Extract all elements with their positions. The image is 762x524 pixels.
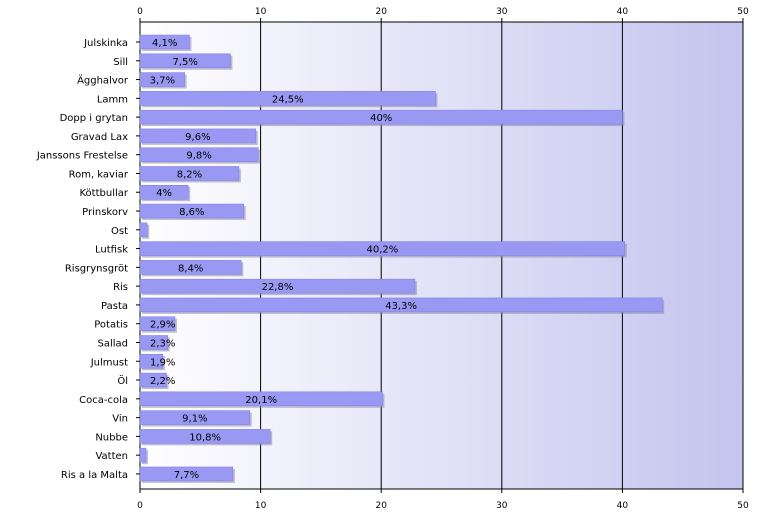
category-label: Dopp i grytan xyxy=(60,113,128,124)
data-label: 20,1% xyxy=(245,395,277,406)
data-label: 3,7% xyxy=(150,76,175,87)
category-label: Ris a la Malta xyxy=(61,470,128,481)
data-label: 4% xyxy=(156,188,172,199)
category-label: Lamm xyxy=(97,94,128,105)
category-label: Sill xyxy=(113,57,128,68)
category-label: Rom, kaviar xyxy=(69,169,129,180)
data-label: 2,2% xyxy=(150,376,175,387)
data-label: 8,4% xyxy=(178,263,203,274)
data-label: 9,1% xyxy=(182,414,207,425)
category-label: Köttbullar xyxy=(79,188,128,199)
data-label: 10,8% xyxy=(189,432,221,443)
data-label: 40% xyxy=(370,113,392,124)
category-label: Ris xyxy=(113,282,128,293)
data-label: 40,2% xyxy=(367,245,399,256)
data-label: 8,6% xyxy=(179,207,204,218)
bar xyxy=(139,222,148,238)
category-label: Julskinka xyxy=(83,38,128,49)
data-label: 9,6% xyxy=(185,132,210,143)
category-label: Coca-cola xyxy=(79,395,128,406)
data-label: 8,2% xyxy=(177,169,202,180)
x-tick-label-bottom: 40 xyxy=(617,501,629,511)
x-tick-label-bottom: 10 xyxy=(255,501,267,511)
category-label: Vin xyxy=(112,414,128,425)
x-tick-label-top: 0 xyxy=(137,7,143,17)
category-label: Ägghalvor xyxy=(77,74,129,87)
category-label: Julmust xyxy=(90,357,128,368)
category-label: Risgrynsgröt xyxy=(65,263,128,274)
data-label: 1,9% xyxy=(150,357,175,368)
x-tick-label-bottom: 30 xyxy=(496,501,508,511)
x-tick-label-bottom: 0 xyxy=(137,501,143,511)
data-label: 22,8% xyxy=(262,282,294,293)
bars: 4,1% 7,5% 3,7% 24,5% 40% 9,6% 9,8% 8,2% 4% 8,6% 40… xyxy=(139,34,665,483)
data-label: 24,5% xyxy=(272,94,304,105)
category-label: Pasta xyxy=(101,301,128,312)
data-label: 2,9% xyxy=(150,320,175,331)
x-tick-label-top: 40 xyxy=(617,7,629,17)
category-label: Öl xyxy=(117,374,128,387)
x-tick-label-top: 10 xyxy=(255,7,267,17)
data-label: 2,3% xyxy=(150,338,175,349)
x-tick-label-bottom: 20 xyxy=(375,501,387,511)
category-label: Ost xyxy=(111,226,128,237)
x-tick-label-top: 50 xyxy=(737,7,749,17)
category-label: Janssons Frestelse xyxy=(36,151,128,162)
data-label: 7,7% xyxy=(174,470,199,481)
x-tick-label-bottom: 50 xyxy=(737,501,749,511)
data-label: 7,5% xyxy=(173,57,198,68)
category-label: Prinskorv xyxy=(82,207,128,218)
category-label: Potatis xyxy=(94,320,128,331)
data-label: 9,8% xyxy=(186,151,211,162)
x-tick-label-top: 30 xyxy=(496,7,508,17)
category-label: Vatten xyxy=(95,451,128,462)
category-label: Sallad xyxy=(97,338,128,349)
data-label: 4,1% xyxy=(152,38,177,49)
x-tick-label-top: 20 xyxy=(375,7,387,17)
axis-ticks: 0 0 10 10 20 20 30 30 40 40 50 50 xyxy=(137,7,749,511)
bar xyxy=(139,447,147,463)
category-labels: Julskinka Sill Ägghalvor Lamm Dopp i grytan G… xyxy=(36,38,140,481)
category-label: Gravad Lax xyxy=(71,132,128,143)
category-label: Nubbe xyxy=(95,432,128,443)
category-label: Lutfisk xyxy=(95,245,128,256)
data-label: 43,3% xyxy=(385,301,417,312)
